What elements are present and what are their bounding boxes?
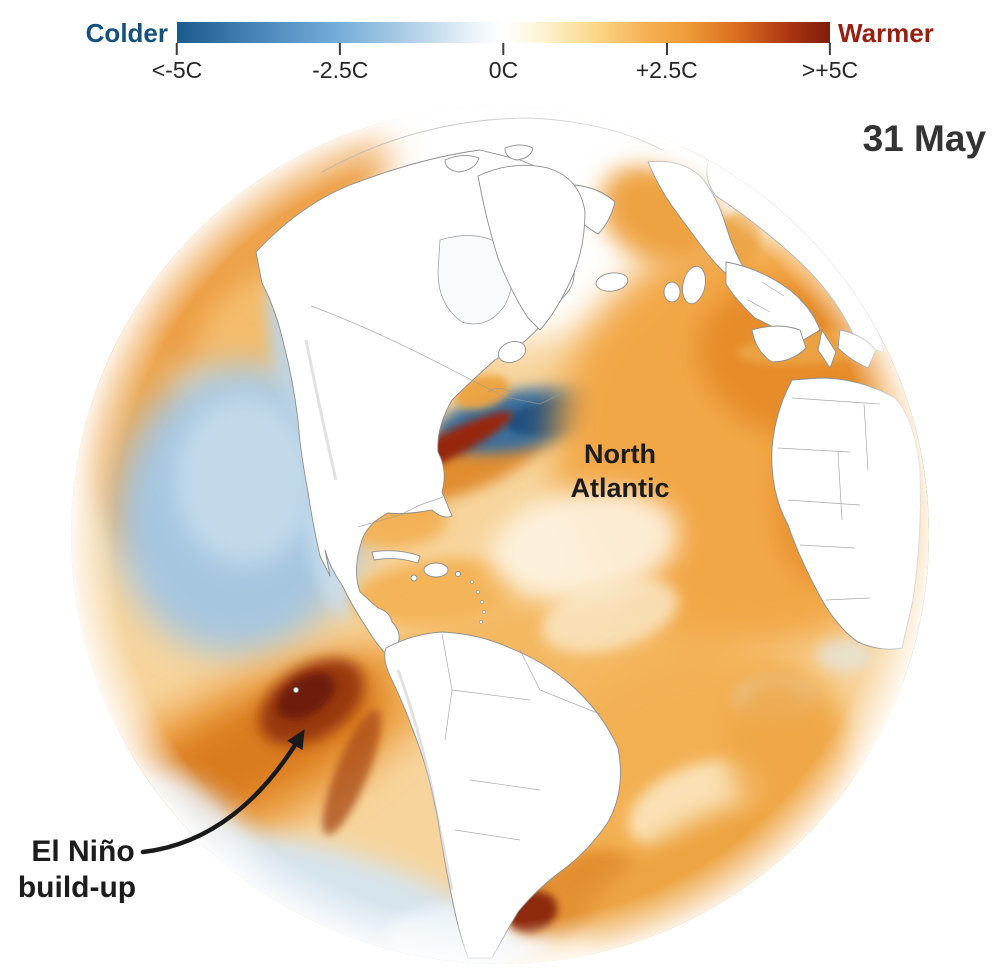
annotation-el-nino: El Niño build-up (18, 729, 305, 904)
tick-mark (502, 43, 505, 55)
north-atlantic-label-line1: North (584, 439, 656, 469)
tick-label: >+5C (801, 57, 859, 83)
el-nino-arrow (140, 729, 305, 855)
temperature-legend: Colder Warmer <-5C -2.5C 0C +2.5C >+5C (0, 0, 1000, 95)
legend-tick: <-5C (151, 43, 203, 84)
legend-tick: >+5C (802, 43, 858, 84)
el-nino-label-line2: build-up (18, 871, 136, 904)
tick-mark (339, 43, 342, 55)
legend-ticks: <-5C -2.5C 0C +2.5C >+5C (152, 43, 858, 89)
legend-tick: 0C (489, 43, 518, 84)
tick-label: <-5C (151, 57, 203, 83)
tick-mark (828, 43, 831, 55)
legend-colorbar (177, 22, 830, 43)
legend-colder-label: Colder (85, 18, 168, 48)
globe-rim-fade (71, 106, 929, 964)
annotation-north-atlantic: North Atlantic (570, 439, 669, 503)
legend-warmer-label: Warmer (838, 18, 934, 48)
tick-mark (665, 43, 668, 55)
el-nino-label-line1: El Niño (31, 835, 134, 868)
legend-tick: -2.5C (312, 43, 368, 84)
tick-label: -2.5C (312, 57, 369, 83)
north-atlantic-label-line2: Atlantic (570, 473, 669, 503)
date-label: 31 May (862, 118, 986, 159)
tick-mark (176, 43, 178, 55)
tick-label: 0C (488, 57, 519, 83)
legend-tick: +2.5C (636, 43, 698, 84)
tick-label: +2.5C (635, 57, 698, 83)
